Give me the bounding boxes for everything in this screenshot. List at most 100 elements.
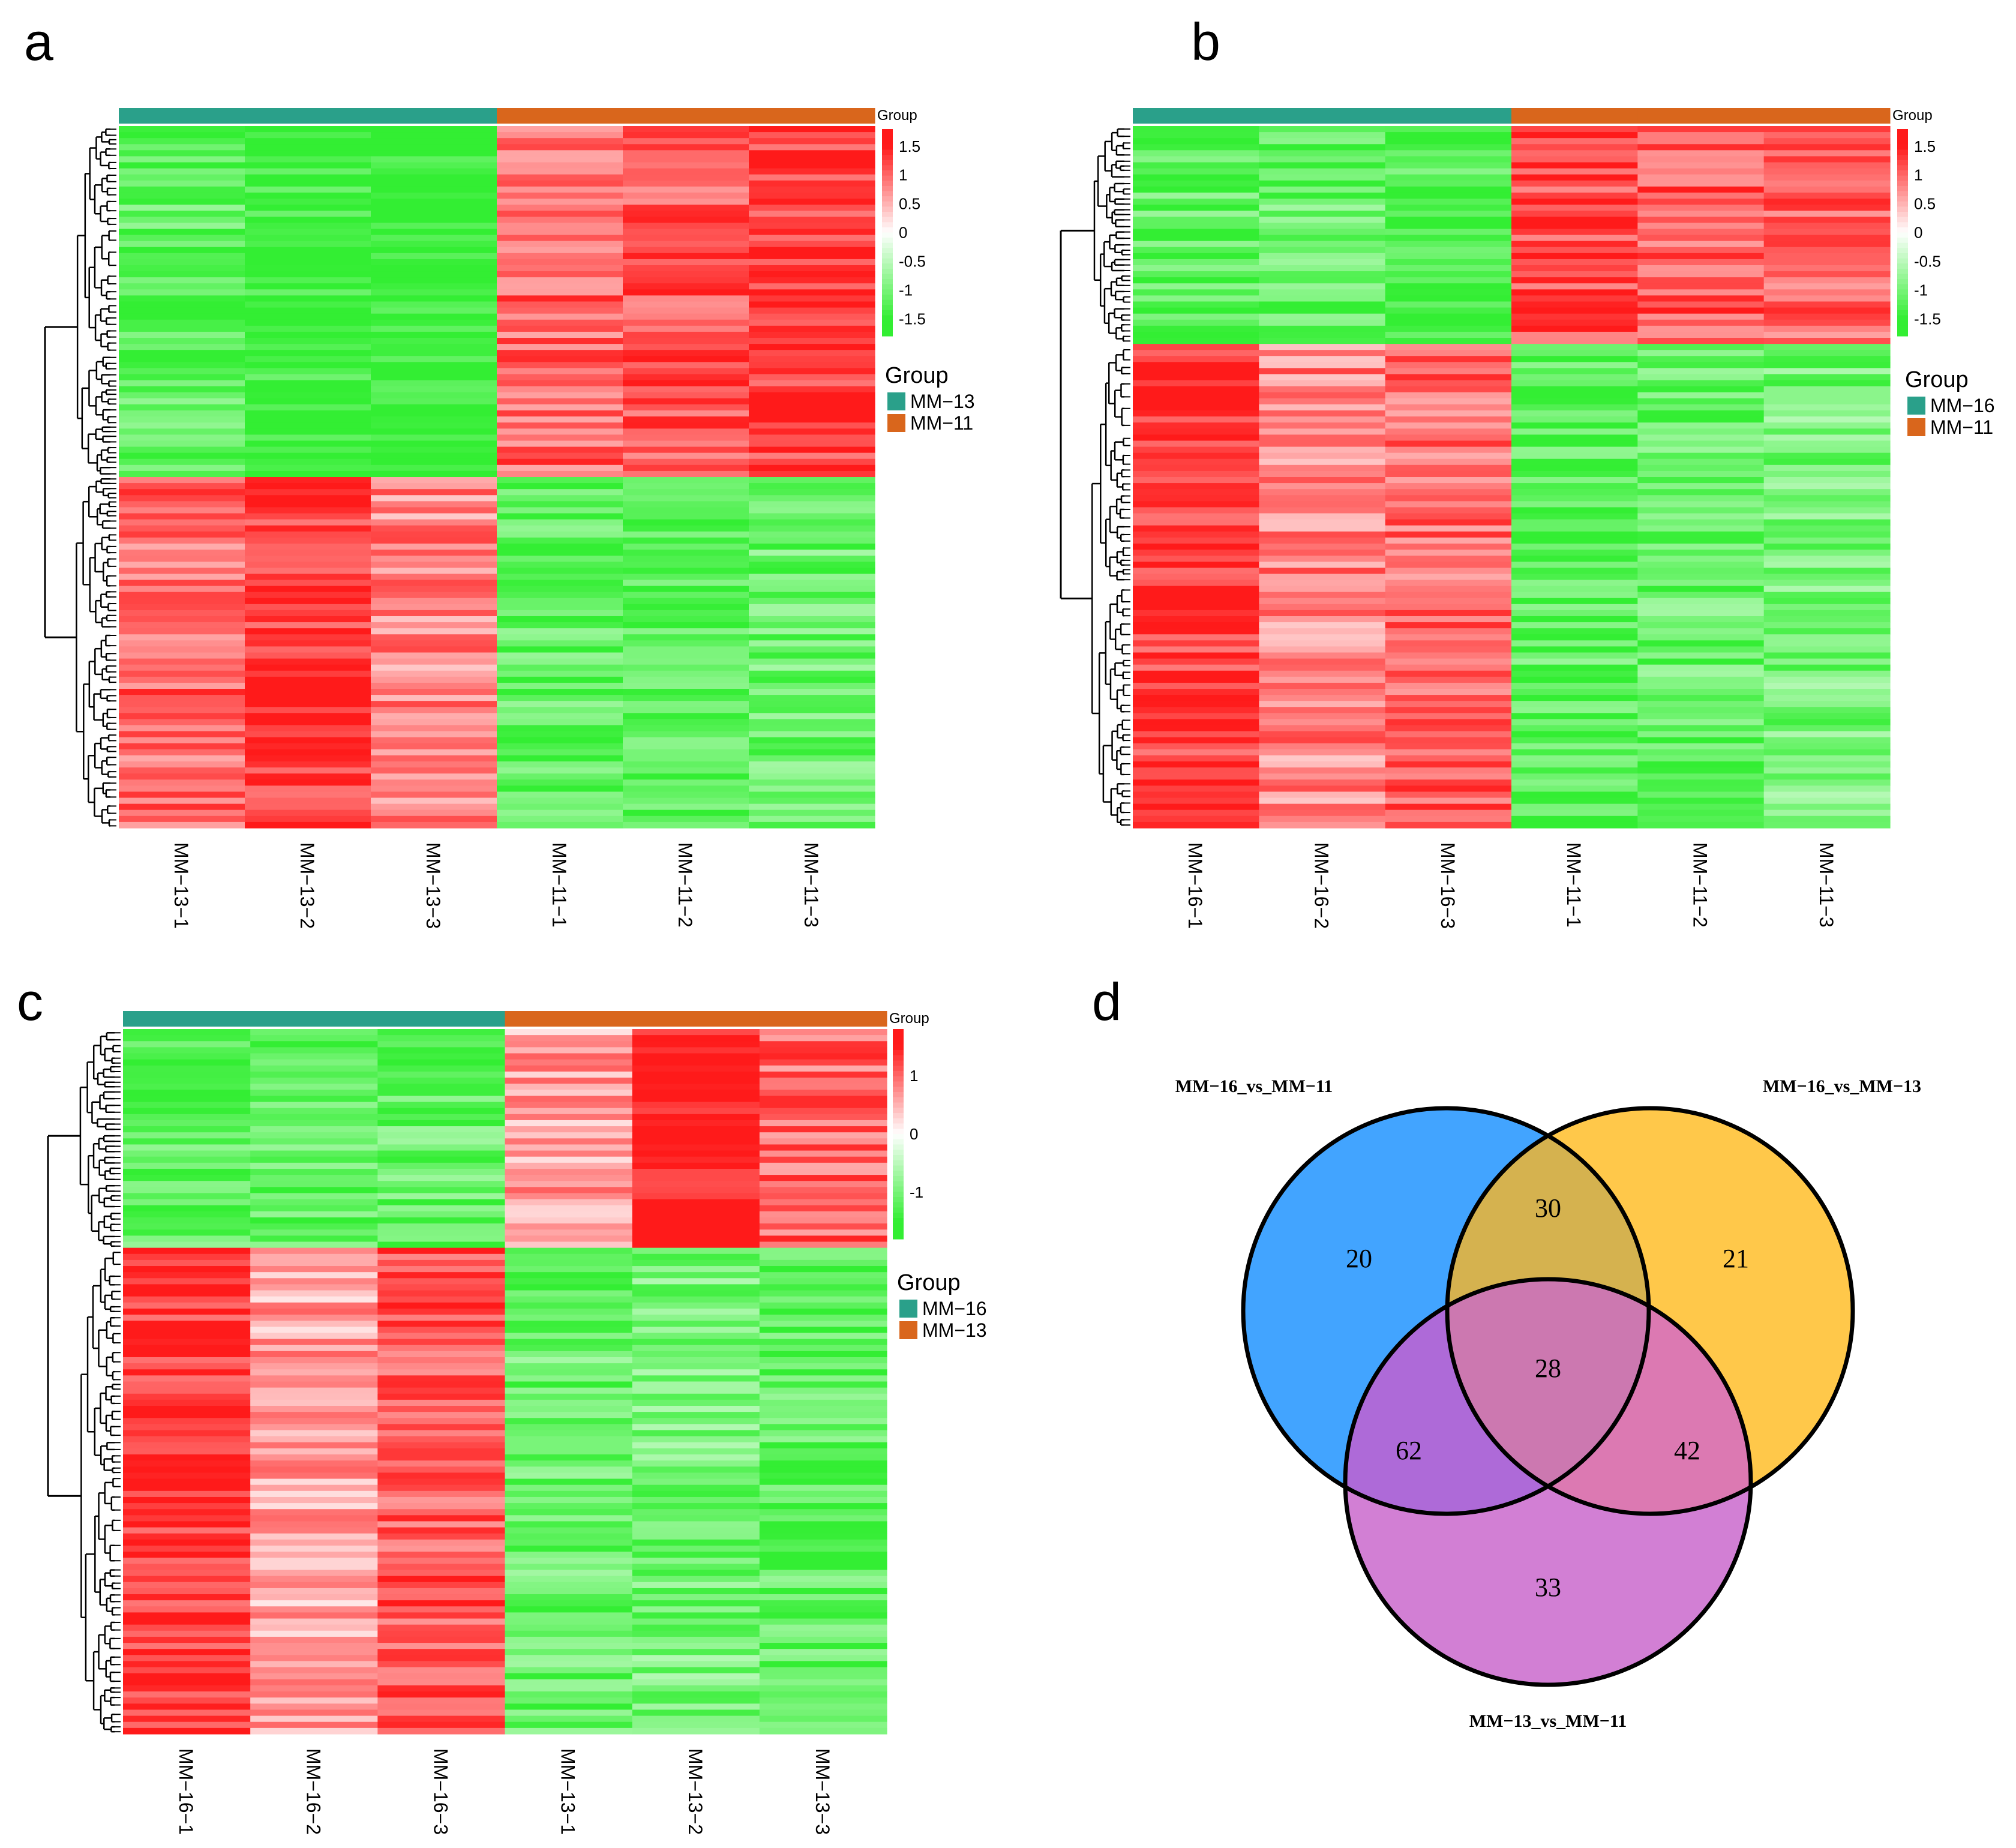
heatmap-cell [1259, 338, 1386, 344]
heatmap-cell [1637, 737, 1765, 744]
heatmap-cell [1637, 229, 1765, 236]
heatmap-cell [632, 1643, 760, 1649]
heatmap-cell [505, 1199, 633, 1206]
color-scale-tick: 0.5 [1914, 195, 1936, 213]
heatmap-cell [1637, 815, 1765, 823]
heatmap-cell [1637, 513, 1765, 520]
heatmap-cell [245, 725, 371, 732]
heatmap-cell [1385, 428, 1512, 435]
heatmap-cell [505, 1369, 633, 1376]
venn-count-ab: 30 [1535, 1193, 1561, 1223]
heatmap-cell [632, 1071, 760, 1078]
heatmap-cell [377, 1624, 506, 1631]
heatmap-cell [1763, 682, 1891, 689]
heatmap-cell [1637, 241, 1765, 248]
heatmap-cell [371, 156, 497, 163]
venn-outline-c [1343, 1277, 1753, 1687]
heatmap-cell [623, 556, 749, 562]
heatmap-cell [371, 338, 497, 344]
color-scale-step [893, 1144, 904, 1150]
heatmap-cell [1637, 325, 1765, 332]
heatmap-cell [1763, 550, 1891, 556]
heatmap-cell [371, 562, 497, 568]
heatmap-cell [250, 1302, 378, 1309]
heatmap-cell [749, 755, 875, 762]
heatmap-cell [371, 331, 497, 338]
heatmap-cell [1763, 604, 1891, 611]
heatmap-cell [119, 821, 245, 829]
heatmap-cell [749, 434, 875, 442]
heatmap-cell [1763, 271, 1891, 278]
heatmap-cell [1133, 199, 1259, 205]
heatmap-cell [1637, 670, 1765, 677]
heatmap-cell [119, 229, 245, 236]
heatmap-cell [245, 634, 371, 641]
heatmap-cell [1511, 707, 1638, 713]
heatmap-cell [623, 458, 749, 466]
heatmap-cell [371, 307, 497, 314]
heatmap-cell [623, 452, 749, 460]
heatmap-cell [1133, 525, 1259, 532]
heatmap-cell [119, 271, 245, 278]
heatmap-cell [759, 1612, 887, 1619]
heatmap-cell [1133, 803, 1259, 811]
heatmap-cell [123, 1478, 251, 1486]
heatmap-cell [1637, 271, 1765, 278]
heatmap-cell [1637, 392, 1765, 399]
heatmap-cell [1763, 707, 1891, 713]
heatmap-cell [119, 543, 245, 550]
column-label: MM−11−2 [674, 842, 696, 928]
heatmap-cell [1637, 440, 1765, 448]
heatmap-cell [759, 1709, 887, 1717]
heatmap-cell [377, 1241, 506, 1249]
heatmap-cell [1385, 374, 1512, 381]
heatmap-cell [749, 701, 875, 707]
heatmap-cell [505, 1217, 633, 1224]
heatmap-cell [749, 628, 875, 635]
heatmap-cell [505, 1272, 633, 1279]
heatmap-cell [1385, 815, 1512, 823]
heatmap-cell [371, 604, 497, 611]
heatmap-cell [632, 1315, 760, 1321]
color-scale-step [882, 305, 893, 311]
heatmap-cell [377, 1430, 506, 1437]
heatmap-cell [1259, 821, 1386, 829]
heatmap-cell [1259, 398, 1386, 405]
heatmap-cell [123, 1490, 251, 1498]
heatmap-cell [497, 404, 623, 411]
heatmap-cell [759, 1029, 887, 1036]
heatmap-cell [377, 1259, 506, 1267]
color-scale-tick: -1 [1914, 281, 1928, 299]
heatmap-cell [749, 519, 875, 526]
column-label: MM−13−2 [685, 1748, 706, 1835]
column-label: MM−16−2 [1311, 842, 1333, 929]
heatmap-cell [632, 1558, 760, 1564]
heatmap-cell [1763, 458, 1891, 466]
heatmap-cell [759, 1412, 887, 1418]
heatmap-cell [749, 295, 875, 302]
heatmap-cell [1259, 464, 1386, 472]
heatmap-cell [119, 550, 245, 556]
color-scale-step [882, 144, 893, 151]
heatmap-cell [1763, 701, 1891, 707]
venn-count-ac: 62 [1396, 1436, 1422, 1465]
heatmap-cell [1133, 658, 1259, 665]
heatmap-cell [1385, 338, 1512, 344]
heatmap-cell [1133, 156, 1259, 163]
heatmap-cell [632, 1327, 760, 1334]
heatmap-cell [632, 1138, 760, 1145]
heatmap-cell [749, 580, 875, 587]
heatmap-cell [1133, 821, 1259, 829]
heatmap-cell [1763, 658, 1891, 665]
heatmap-cell [632, 1588, 760, 1595]
heatmap-cell [250, 1399, 378, 1406]
heatmap-cell [1511, 307, 1638, 314]
heatmap-cell [1385, 797, 1512, 805]
heatmap-cell [497, 574, 623, 581]
heatmap-cell [245, 168, 371, 175]
heatmap-cell [759, 1643, 887, 1649]
heatmap-cell [1637, 356, 1765, 362]
heatmap-cell [623, 374, 749, 381]
heatmap-cell [371, 531, 497, 538]
heatmap-cell [749, 307, 875, 314]
